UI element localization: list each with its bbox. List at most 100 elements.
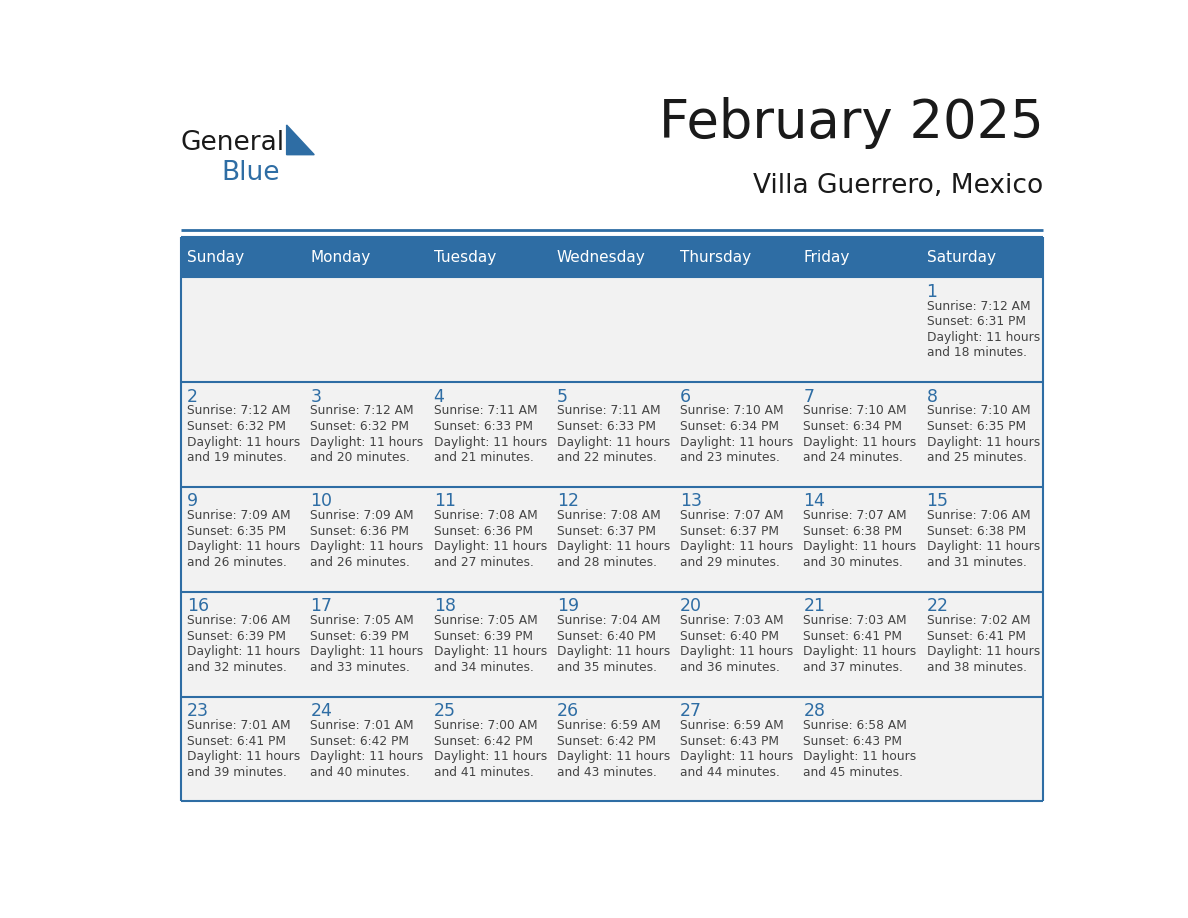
Text: and 39 minutes.: and 39 minutes. [188,766,287,778]
Text: Sunset: 6:42 PM: Sunset: 6:42 PM [434,734,532,748]
Text: Sunrise: 7:04 AM: Sunrise: 7:04 AM [557,614,661,627]
Bar [797,277,921,382]
Text: 9: 9 [188,492,198,510]
Bar [674,382,797,487]
Bar [550,487,674,592]
Text: Sunrise: 7:03 AM: Sunrise: 7:03 AM [803,614,906,627]
Text: 24: 24 [310,702,333,721]
Text: Sunrise: 7:08 AM: Sunrise: 7:08 AM [434,509,537,522]
Bar [921,592,1043,697]
Text: Daylight: 11 hours: Daylight: 11 hours [927,436,1040,449]
Text: Sunday: Sunday [188,250,245,264]
Text: 13: 13 [681,492,702,510]
Text: Sunrise: 7:12 AM: Sunrise: 7:12 AM [188,405,291,418]
Text: Sunset: 6:41 PM: Sunset: 6:41 PM [927,630,1025,643]
Text: and 41 minutes.: and 41 minutes. [434,766,533,778]
Bar [797,592,921,697]
Text: 23: 23 [188,702,209,721]
Text: Sunrise: 7:09 AM: Sunrise: 7:09 AM [188,509,291,522]
Bar [797,382,921,487]
Text: Daylight: 11 hours: Daylight: 11 hours [188,541,301,554]
Text: and 32 minutes.: and 32 minutes. [188,661,287,674]
Text: 22: 22 [927,598,949,615]
Text: Sunrise: 6:59 AM: Sunrise: 6:59 AM [681,719,784,733]
Text: and 38 minutes.: and 38 minutes. [927,661,1026,674]
Text: 26: 26 [557,702,579,721]
Bar [921,277,1043,382]
Text: Monday: Monday [310,250,371,264]
Text: Sunrise: 7:01 AM: Sunrise: 7:01 AM [188,719,291,733]
Text: and 34 minutes.: and 34 minutes. [434,661,533,674]
Bar [428,277,550,382]
Text: Sunset: 6:33 PM: Sunset: 6:33 PM [557,420,656,433]
Text: Daylight: 11 hours: Daylight: 11 hours [557,750,670,763]
Text: Sunrise: 7:08 AM: Sunrise: 7:08 AM [557,509,661,522]
Bar [550,697,674,801]
Text: Sunrise: 7:03 AM: Sunrise: 7:03 AM [681,614,784,627]
Text: Daylight: 11 hours: Daylight: 11 hours [188,645,301,658]
Text: Sunrise: 6:59 AM: Sunrise: 6:59 AM [557,719,661,733]
Text: Sunset: 6:36 PM: Sunset: 6:36 PM [310,525,410,538]
Text: Sunset: 6:39 PM: Sunset: 6:39 PM [310,630,410,643]
Text: Saturday: Saturday [927,250,996,264]
Text: and 33 minutes.: and 33 minutes. [310,661,410,674]
Text: and 44 minutes.: and 44 minutes. [681,766,781,778]
Text: Sunset: 6:34 PM: Sunset: 6:34 PM [803,420,903,433]
Text: Daylight: 11 hours: Daylight: 11 hours [927,330,1040,343]
Text: 15: 15 [927,492,949,510]
Text: and 43 minutes.: and 43 minutes. [557,766,657,778]
Text: Tuesday: Tuesday [434,250,495,264]
Bar [674,697,797,801]
Text: 14: 14 [803,492,826,510]
Text: Daylight: 11 hours: Daylight: 11 hours [188,750,301,763]
Text: Daylight: 11 hours: Daylight: 11 hours [803,436,917,449]
Bar [181,382,304,487]
Text: and 22 minutes.: and 22 minutes. [557,451,657,465]
Text: Daylight: 11 hours: Daylight: 11 hours [927,541,1040,554]
Text: Sunset: 6:38 PM: Sunset: 6:38 PM [927,525,1025,538]
Text: General: General [181,130,285,156]
Text: 10: 10 [310,492,333,510]
Bar [304,487,428,592]
Text: Daylight: 11 hours: Daylight: 11 hours [310,436,424,449]
Polygon shape [286,125,314,155]
Text: Daylight: 11 hours: Daylight: 11 hours [434,750,546,763]
Text: Sunset: 6:32 PM: Sunset: 6:32 PM [188,420,286,433]
Text: Sunset: 6:43 PM: Sunset: 6:43 PM [681,734,779,748]
Text: Sunset: 6:41 PM: Sunset: 6:41 PM [188,734,286,748]
Text: Sunset: 6:35 PM: Sunset: 6:35 PM [927,420,1025,433]
Text: Sunrise: 7:07 AM: Sunrise: 7:07 AM [681,509,784,522]
Text: Sunrise: 7:11 AM: Sunrise: 7:11 AM [557,405,661,418]
Text: 21: 21 [803,598,826,615]
Text: 16: 16 [188,598,209,615]
Text: and 19 minutes.: and 19 minutes. [188,451,287,465]
Text: 2: 2 [188,387,198,406]
Text: Sunset: 6:31 PM: Sunset: 6:31 PM [927,315,1025,328]
Bar [921,697,1043,801]
Text: Daylight: 11 hours: Daylight: 11 hours [803,645,917,658]
Text: Sunrise: 7:05 AM: Sunrise: 7:05 AM [310,614,415,627]
Text: and 28 minutes.: and 28 minutes. [557,556,657,569]
Text: Daylight: 11 hours: Daylight: 11 hours [310,541,424,554]
Text: Sunset: 6:35 PM: Sunset: 6:35 PM [188,525,286,538]
Text: Daylight: 11 hours: Daylight: 11 hours [188,436,301,449]
Text: Sunset: 6:39 PM: Sunset: 6:39 PM [188,630,286,643]
Bar [921,487,1043,592]
Text: February 2025: February 2025 [658,97,1043,149]
Text: and 20 minutes.: and 20 minutes. [310,451,410,465]
Bar [550,592,674,697]
Bar [181,277,304,382]
Bar [304,382,428,487]
Text: Sunrise: 7:12 AM: Sunrise: 7:12 AM [927,299,1030,313]
Text: 1: 1 [927,283,937,300]
Text: Sunrise: 7:01 AM: Sunrise: 7:01 AM [310,719,415,733]
Text: Sunset: 6:33 PM: Sunset: 6:33 PM [434,420,532,433]
Bar [797,487,921,592]
Text: and 27 minutes.: and 27 minutes. [434,556,533,569]
Bar [428,592,550,697]
Text: and 26 minutes.: and 26 minutes. [188,556,287,569]
Text: Sunrise: 6:58 AM: Sunrise: 6:58 AM [803,719,908,733]
Text: Daylight: 11 hours: Daylight: 11 hours [434,645,546,658]
Text: Thursday: Thursday [681,250,751,264]
Text: and 18 minutes.: and 18 minutes. [927,346,1026,359]
